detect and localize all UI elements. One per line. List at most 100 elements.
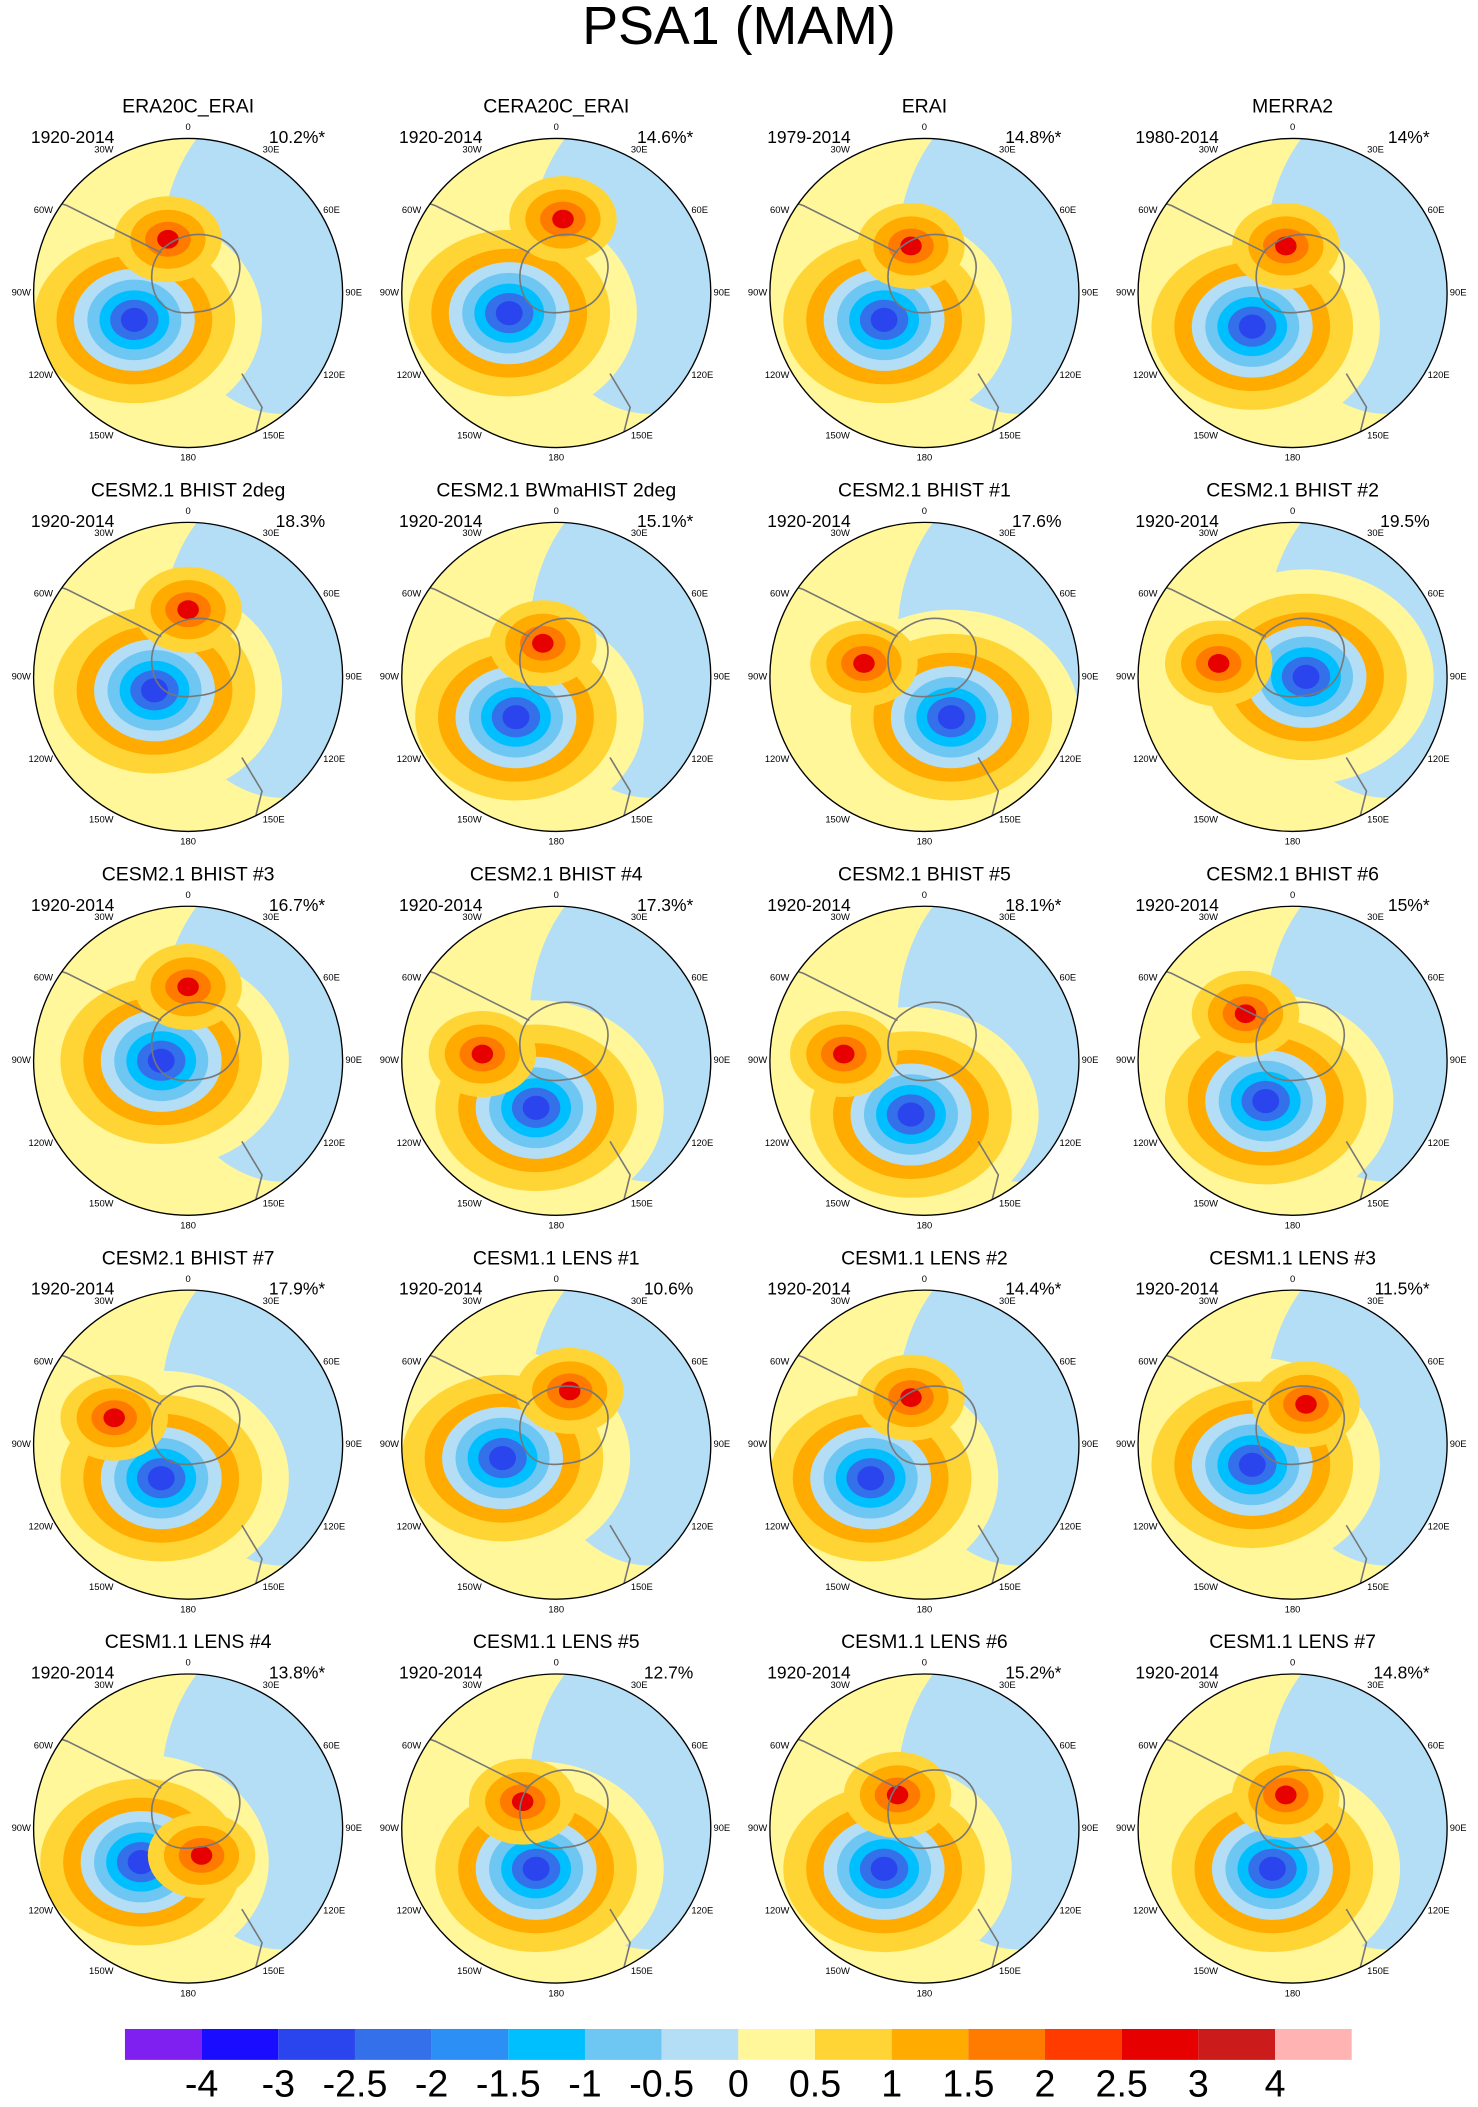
field-high xyxy=(1207,654,1230,673)
lon-label: 120W xyxy=(765,1905,790,1916)
lon-label: 150W xyxy=(89,1581,114,1592)
lon-label: 150W xyxy=(457,1197,482,1208)
field-low xyxy=(870,1856,898,1881)
panel-percent: 14.6%* xyxy=(637,127,693,147)
field-low xyxy=(1292,664,1320,689)
map-border xyxy=(769,905,1080,1216)
map-border xyxy=(1137,137,1448,449)
lon-label: 90W xyxy=(1116,1822,1135,1833)
lon-label: 0 xyxy=(554,1273,559,1284)
lon-label: 150E xyxy=(999,813,1021,824)
lon-label: 30W xyxy=(462,1295,481,1306)
field-high xyxy=(471,1044,494,1064)
lon-label: 120E xyxy=(1059,1137,1081,1148)
lon-label: 150E xyxy=(999,1197,1021,1208)
lon-label: 180 xyxy=(180,452,196,463)
field-high xyxy=(886,1785,909,1805)
lon-label: 60E xyxy=(323,588,340,599)
lon-label: 60E xyxy=(323,204,340,215)
lon-label: 180 xyxy=(1285,1987,1301,1998)
colorbar-box xyxy=(431,2028,509,2060)
field-low xyxy=(120,307,148,332)
field-high xyxy=(103,1408,125,1428)
lon-label: 30E xyxy=(631,527,648,538)
lon-label: 150E xyxy=(1367,813,1389,824)
lon-label: 90W xyxy=(380,286,399,297)
map-border xyxy=(401,905,712,1216)
lon-label: 30W xyxy=(462,527,481,538)
panel-percent: 12.7% xyxy=(644,1663,693,1683)
field-low xyxy=(502,705,530,730)
lon-label: 120E xyxy=(691,1137,713,1148)
panel-title: ERA20C_ERAI xyxy=(122,96,254,118)
map-field xyxy=(33,1673,343,1984)
lon-label: 150W xyxy=(89,813,114,824)
panel-period: 1920-2014 xyxy=(767,511,851,531)
map-panel: CESM1.1 LENS #6 1920-2014 15.2%* 0 30E 60E 90E… xyxy=(748,1631,1099,1998)
map-field xyxy=(1138,906,1448,1216)
map-panel: CESM2.1 BHIST #5 1920-2014 18.1%* 0 30E 60E 90… xyxy=(748,863,1098,1230)
field-high xyxy=(157,229,179,249)
lon-label: 30W xyxy=(831,527,850,538)
lon-label: 120E xyxy=(691,1521,713,1532)
lon-label: 0 xyxy=(185,889,190,900)
lon-label: 150W xyxy=(457,430,482,441)
field-low xyxy=(1252,1088,1280,1114)
lon-label: 60W xyxy=(1138,204,1157,215)
panel-title: CESM2.1 BHIST #6 xyxy=(1206,863,1379,885)
colorbar-box xyxy=(508,2028,585,2060)
lon-label: 0 xyxy=(185,1657,190,1668)
colorbar-label: -3 xyxy=(262,2063,295,2105)
lon-label: 0 xyxy=(554,889,559,900)
field-high xyxy=(511,1792,534,1812)
lon-label: 120W xyxy=(397,1905,422,1916)
colorbar-label: -1.5 xyxy=(476,2063,541,2105)
panel-title: CESM1.1 LENS #1 xyxy=(473,1247,640,1269)
map-field xyxy=(33,1290,343,1600)
map-field xyxy=(1138,522,1448,832)
lon-label: 60W xyxy=(770,588,789,599)
lon-label: 150W xyxy=(89,1965,114,1976)
lon-label: 60E xyxy=(1059,972,1076,983)
lon-label: 90E xyxy=(1082,1822,1099,1833)
lon-label: 0 xyxy=(1290,121,1295,132)
lon-label: 150E xyxy=(999,1965,1021,1976)
lon-label: 120W xyxy=(1133,1521,1158,1532)
colorbar-label: -4 xyxy=(185,2063,218,2105)
lon-label: 60E xyxy=(1428,204,1445,215)
lon-label: 30W xyxy=(831,1295,850,1306)
field-low xyxy=(937,705,965,730)
lon-label: 60W xyxy=(1138,1355,1157,1366)
panel-percent: 18.1%* xyxy=(1005,895,1061,915)
panel-title: CESM1.1 LENS #6 xyxy=(841,1631,1008,1653)
map-field xyxy=(1138,1290,1448,1600)
panel-title: CESM2.1 BHIST #5 xyxy=(838,863,1011,885)
lon-label: 90E xyxy=(713,286,730,297)
map-border xyxy=(769,1673,1080,1984)
coastline xyxy=(401,138,651,435)
lon-label: 60W xyxy=(1138,972,1157,983)
lon-label: 180 xyxy=(548,1220,564,1231)
lon-label: 30E xyxy=(631,911,648,922)
map-panel: CESM2.1 BHIST #7 1920-2014 17.9%* 0 30E 60E 90… xyxy=(12,1247,362,1614)
lon-label: 150W xyxy=(825,1581,850,1592)
coastline xyxy=(1138,1290,1388,1586)
lon-label: 120E xyxy=(691,1905,713,1916)
lon-label: 120W xyxy=(765,753,790,764)
lon-label: 120E xyxy=(323,1137,345,1148)
lon-label: 60E xyxy=(1428,1739,1445,1750)
field-low xyxy=(147,1048,175,1073)
lon-label: 60W xyxy=(34,1355,53,1366)
map-field xyxy=(401,1673,711,1984)
lon-label: 90E xyxy=(713,1822,730,1833)
lon-label: 180 xyxy=(548,836,564,847)
colorbar-label: 4 xyxy=(1265,2063,1286,2105)
map-border xyxy=(1137,1289,1448,1600)
lon-label: 30E xyxy=(1367,527,1384,538)
coastline xyxy=(33,906,283,1203)
lon-label: 60E xyxy=(691,1739,708,1750)
lon-label: 30W xyxy=(1199,1679,1218,1690)
lon-label: 30W xyxy=(462,911,481,922)
field-high xyxy=(833,1044,855,1064)
